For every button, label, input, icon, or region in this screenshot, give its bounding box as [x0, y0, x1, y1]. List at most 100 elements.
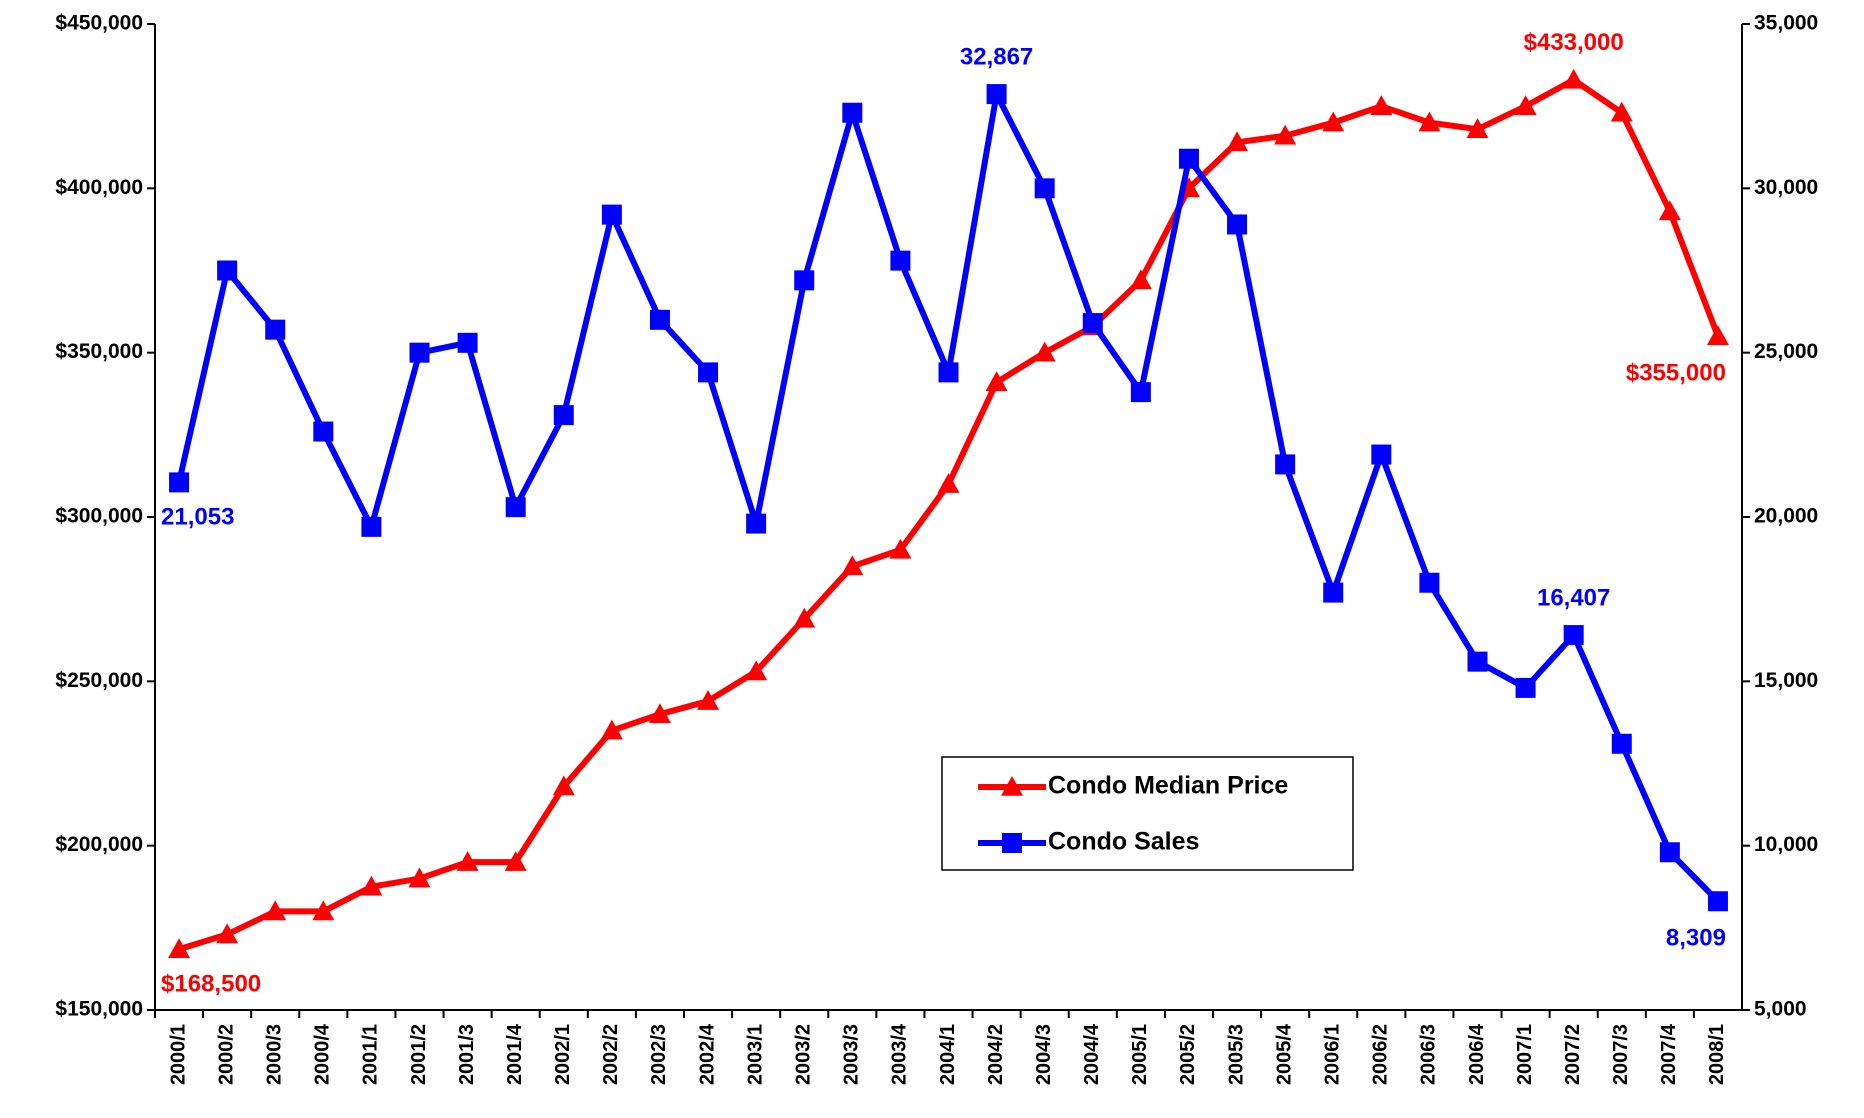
marker-square: [698, 362, 719, 383]
y2-tick-label: 35,000: [1754, 12, 1818, 35]
x-tick-label: 2003/3: [841, 1024, 863, 1085]
marker-triangle: [985, 371, 1008, 392]
x-tick-label: 2004/1: [937, 1024, 959, 1085]
x-tick-label: 2005/1: [1129, 1024, 1151, 1085]
x-tick-label: 2006/4: [1466, 1023, 1488, 1085]
marker-triangle: [841, 555, 864, 576]
marker-triangle: [408, 867, 431, 888]
x-tick-label: 2003/4: [889, 1023, 911, 1085]
marker-triangle: [697, 690, 720, 710]
x-tick-label: 2003/1: [744, 1024, 766, 1085]
x-tick-label: 2001/4: [504, 1023, 526, 1085]
marker-square: [842, 102, 863, 123]
x-tick-label: 2000/4: [312, 1023, 334, 1085]
marker-square: [409, 342, 430, 363]
x-tick-label: 2005/4: [1273, 1023, 1295, 1085]
marker-triangle: [1370, 95, 1393, 115]
marker-square: [505, 497, 526, 518]
marker-square: [649, 309, 670, 330]
marker-square: [1082, 313, 1103, 334]
data-label: 21,053: [161, 504, 234, 531]
marker-triangle: [937, 473, 960, 493]
marker-square: [601, 204, 622, 225]
marker-triangle: [600, 719, 623, 740]
x-tick-label: 2000/1: [167, 1024, 189, 1085]
marker-square: [1227, 214, 1248, 235]
marker-square: [1707, 891, 1728, 912]
marker-square: [1515, 677, 1536, 698]
y2-tick-label: 25,000: [1754, 340, 1818, 363]
x-tick-label: 2006/1: [1322, 1024, 1344, 1085]
marker-square: [217, 260, 238, 281]
marker-square: [1130, 382, 1151, 403]
marker-triangle: [1033, 341, 1056, 362]
x-tick-label: 2007/2: [1562, 1024, 1584, 1085]
marker-square: [938, 362, 959, 383]
marker-square: [553, 405, 574, 426]
data-label: $433,000: [1524, 29, 1624, 56]
marker-square: [890, 250, 911, 271]
y2-tick-label: 15,000: [1754, 669, 1818, 692]
y-tick-label: $350,000: [55, 340, 143, 363]
data-label: 16,407: [1537, 584, 1610, 611]
marker-triangle: [504, 851, 527, 871]
marker-triangle: [312, 900, 335, 921]
data-label: 8,309: [1666, 925, 1726, 952]
marker-square: [1002, 833, 1022, 853]
y-tick-label: $400,000: [55, 176, 143, 199]
data-label: $168,500: [161, 971, 261, 998]
y2-tick-label: 5,000: [1754, 998, 1807, 1021]
x-tick-label: 2003/2: [793, 1024, 815, 1085]
x-tick-label: 2002/4: [696, 1023, 718, 1085]
marker-triangle: [745, 660, 768, 681]
legend-label: Condo Sales: [1048, 828, 1199, 856]
x-tick-label: 2007/3: [1610, 1024, 1632, 1085]
x-tick-label: 2000/3: [264, 1024, 286, 1085]
marker-square: [1323, 582, 1344, 603]
x-tick-label: 2001/1: [360, 1024, 382, 1085]
data-label: 32,867: [960, 43, 1033, 70]
y-tick-label: $450,000: [55, 12, 143, 35]
marker-triangle: [360, 875, 383, 896]
x-tick-label: 2002/2: [600, 1024, 622, 1085]
marker-triangle: [648, 703, 671, 723]
marker-triangle: [793, 607, 816, 628]
marker-square: [1419, 572, 1440, 593]
series: 21,053 32,867 16,407 8,309: [161, 43, 1728, 952]
x-tick-label: 2000/2: [215, 1024, 237, 1085]
marker-triangle: [1274, 124, 1297, 145]
x-tick-label: 2004/3: [1033, 1024, 1055, 1085]
marker-triangle: [1658, 200, 1681, 221]
x-tick-label: 2002/3: [648, 1024, 670, 1085]
marker-triangle: [1226, 131, 1249, 152]
marker-square: [1659, 842, 1680, 863]
marker-triangle: [1610, 101, 1633, 122]
marker-square: [265, 319, 286, 340]
marker-square: [457, 332, 478, 353]
y-tick-label: $200,000: [55, 833, 143, 856]
marker-triangle: [552, 775, 575, 796]
marker-square: [1563, 625, 1584, 646]
y-tick-label: $250,000: [55, 669, 143, 692]
marker-triangle: [1562, 68, 1585, 89]
marker-triangle: [1001, 776, 1023, 796]
marker-triangle: [168, 938, 191, 958]
x-tick-label: 2004/2: [985, 1024, 1007, 1085]
marker-square: [1371, 444, 1392, 465]
x-tick-label: 2007/4: [1658, 1023, 1680, 1085]
marker-triangle: [264, 900, 287, 921]
x-tick-label: 2004/4: [1081, 1023, 1103, 1085]
data-label: $355,000: [1626, 360, 1726, 387]
marker-square: [746, 513, 767, 534]
marker-triangle: [1418, 111, 1441, 132]
marker-triangle: [456, 851, 479, 871]
marker-square: [1611, 733, 1632, 754]
y2-tick-label: 30,000: [1754, 176, 1818, 199]
marker-triangle: [1514, 95, 1537, 115]
x-tick-label: 2001/3: [456, 1024, 478, 1085]
y-tick-label: $150,000: [55, 998, 143, 1021]
marker-triangle: [889, 538, 912, 559]
marker-square: [169, 472, 190, 493]
